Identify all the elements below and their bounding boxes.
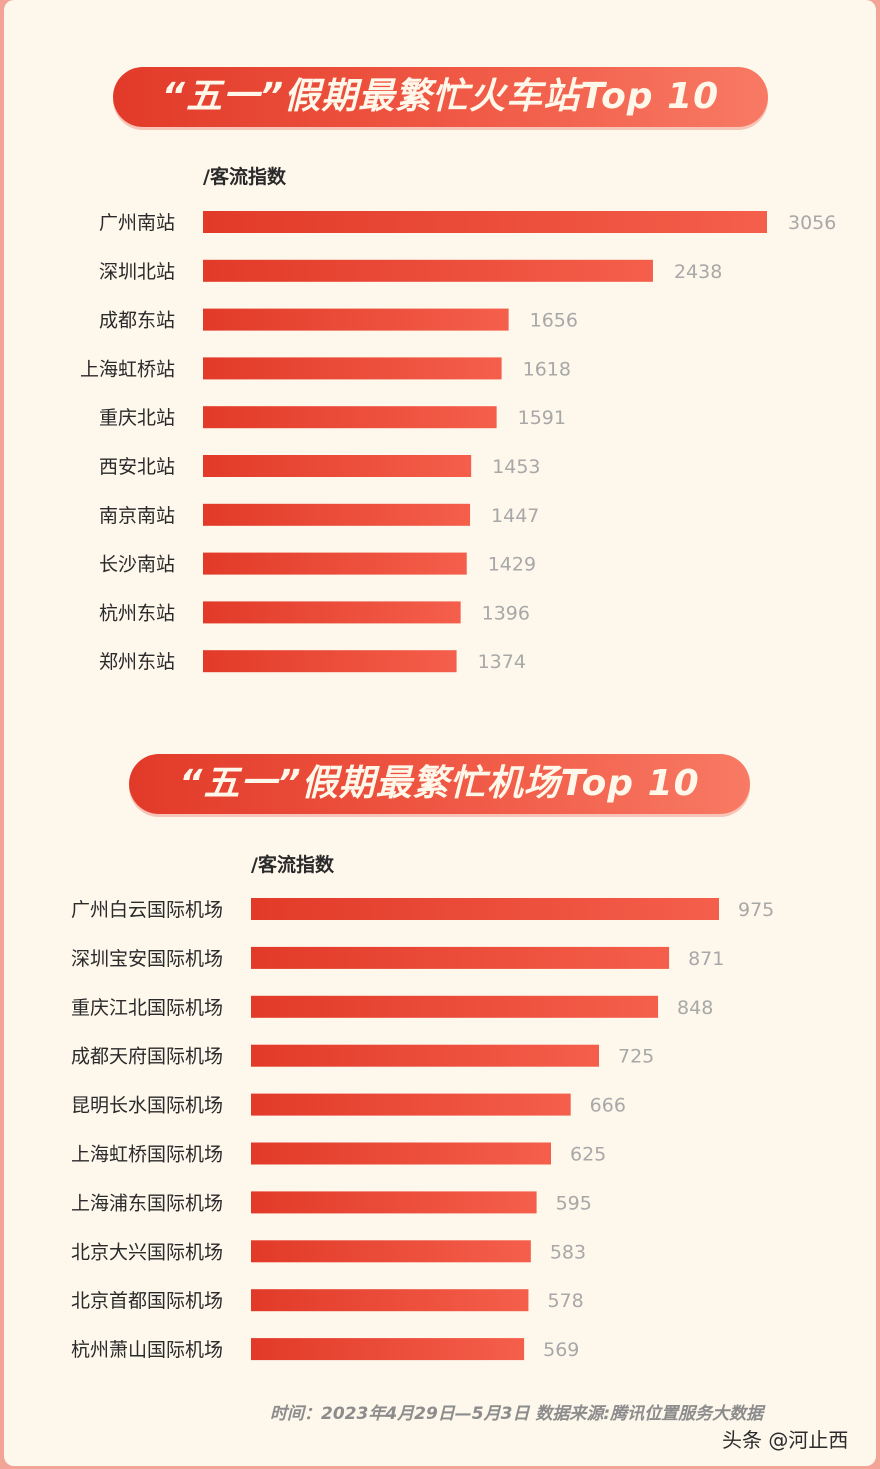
bar bbox=[251, 1289, 529, 1312]
value-label: 578 bbox=[547, 1290, 583, 1312]
category-label: 成都天府国际机场 bbox=[71, 1046, 223, 1068]
value-label: 625 bbox=[570, 1144, 606, 1166]
value-label: 1618 bbox=[523, 358, 571, 380]
category-label: 深圳宝安国际机场 bbox=[71, 948, 223, 970]
bar bbox=[203, 308, 509, 331]
bar bbox=[203, 650, 457, 673]
bar bbox=[251, 1044, 599, 1067]
category-label: 广州南站 bbox=[99, 212, 175, 234]
category-label: 长沙南站 bbox=[99, 554, 175, 576]
bar bbox=[251, 1191, 537, 1214]
bar-chart-airports: 广州白云国际机场 975 深圳宝安国际机场 871 重庆江北国际机场 848 成都天府国际机… bbox=[71, 898, 774, 1361]
bar bbox=[251, 946, 670, 969]
value-label: 569 bbox=[543, 1339, 579, 1361]
category-label: 重庆北站 bbox=[99, 407, 175, 429]
category-label: 杭州萧山国际机场 bbox=[71, 1339, 223, 1361]
value-label: 1429 bbox=[488, 554, 536, 576]
category-label: 深圳北站 bbox=[99, 261, 175, 283]
unit-label-stations: /客流指数 bbox=[203, 166, 286, 188]
value-label: 725 bbox=[618, 1046, 654, 1068]
bar bbox=[203, 503, 471, 526]
category-label: 重庆江北国际机场 bbox=[71, 997, 223, 1019]
bar bbox=[251, 995, 659, 1018]
category-label: 北京首都国际机场 bbox=[71, 1290, 223, 1312]
value-label: 1447 bbox=[491, 505, 539, 527]
value-label: 1656 bbox=[530, 310, 578, 332]
bar bbox=[251, 898, 719, 920]
value-label: 583 bbox=[550, 1241, 586, 1263]
chart-title-airports: “五一”假期最繁忙机场Top 10 bbox=[129, 754, 750, 814]
bar bbox=[251, 1142, 551, 1165]
value-label: 848 bbox=[677, 997, 713, 1019]
category-label: 西安北站 bbox=[99, 456, 175, 478]
footer-source-note: 时间：2023年4月29日—5月3日 数据来源:腾讯位置服务大数据 bbox=[270, 1404, 764, 1424]
bar bbox=[203, 259, 653, 282]
bar bbox=[251, 1240, 531, 1263]
value-label: 666 bbox=[590, 1095, 626, 1117]
category-label: 上海浦东国际机场 bbox=[71, 1192, 223, 1214]
value-label: 1591 bbox=[518, 407, 566, 429]
bar-chart-stations: 广州南站 3056 深圳北站 2438 成都东站 1656 上海虹桥站 1618 重庆北站 159… bbox=[80, 211, 836, 673]
value-label: 975 bbox=[738, 899, 774, 921]
unit-label-airports: /客流指数 bbox=[251, 854, 334, 876]
watermark: 头条 @河止西 bbox=[722, 1428, 849, 1452]
category-label: 广州白云国际机场 bbox=[71, 899, 223, 921]
bar bbox=[203, 406, 497, 429]
category-label: 杭州东站 bbox=[99, 602, 175, 624]
value-label: 3056 bbox=[788, 212, 836, 234]
bar bbox=[203, 552, 467, 575]
value-label: 1396 bbox=[482, 602, 530, 624]
value-label: 595 bbox=[556, 1192, 592, 1214]
bar bbox=[251, 1093, 571, 1116]
bar bbox=[203, 357, 502, 380]
category-label: 南京南站 bbox=[99, 505, 175, 527]
bar bbox=[251, 1338, 525, 1361]
category-label: 成都东站 bbox=[99, 310, 175, 332]
value-label: 1453 bbox=[492, 456, 540, 478]
category-label: 郑州东站 bbox=[99, 651, 175, 673]
category-label: 上海虹桥国际机场 bbox=[71, 1144, 223, 1166]
value-label: 1374 bbox=[478, 651, 526, 673]
bar bbox=[203, 211, 767, 233]
category-label: 上海虹桥站 bbox=[80, 358, 175, 380]
category-label: 昆明长水国际机场 bbox=[71, 1095, 223, 1117]
value-label: 871 bbox=[688, 948, 724, 970]
value-label: 2438 bbox=[674, 261, 722, 283]
chart-title-stations: “五一”假期最繁忙火车站Top 10 bbox=[113, 67, 768, 127]
bar bbox=[203, 601, 461, 624]
bar bbox=[203, 455, 472, 477]
content-card bbox=[4, 0, 876, 1466]
category-label: 北京大兴国际机场 bbox=[71, 1241, 223, 1263]
